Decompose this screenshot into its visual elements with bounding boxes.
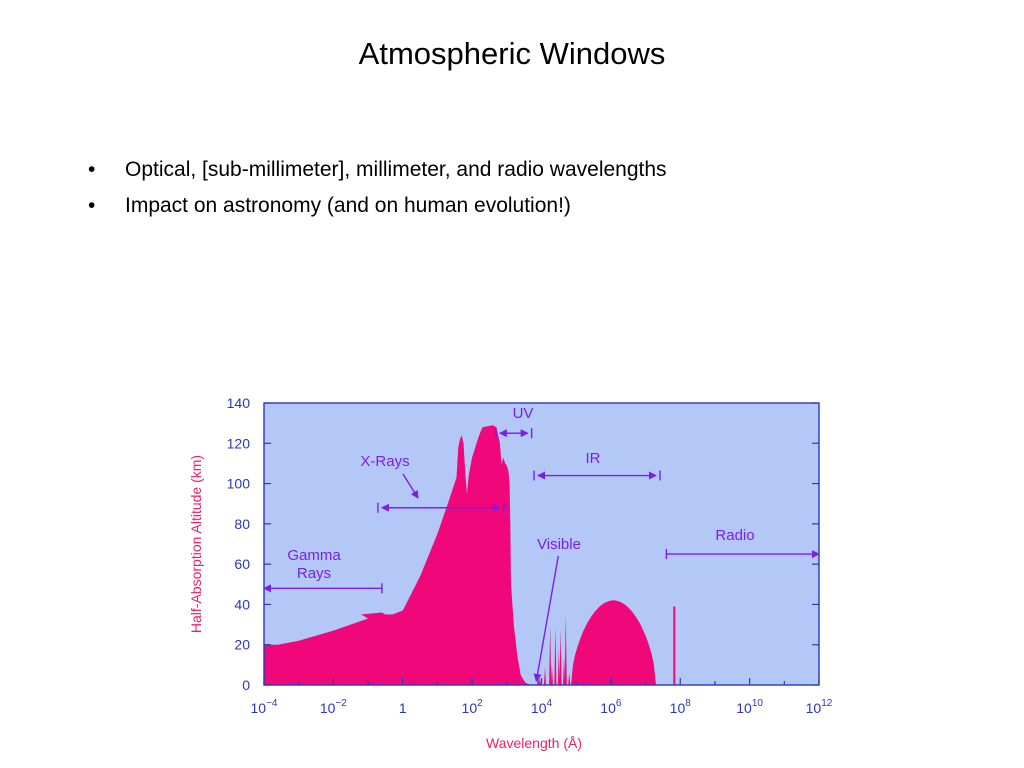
region-label: Visible — [537, 536, 581, 553]
xray-pointer-arrow — [402, 473, 419, 499]
y-axis-label: Half-Absorption Altitude (km) — [188, 455, 204, 633]
ir-absorption-spike — [559, 628, 562, 685]
x-tick-label: 102 — [462, 698, 484, 716]
ir-absorption-spike — [568, 672, 571, 685]
bullet-text: Impact on astronomy (and on human evolut… — [125, 194, 571, 217]
x-tick-label: 108 — [670, 698, 692, 716]
ir-absorption-spike — [557, 648, 560, 685]
bullet-list: • Optical, [sub-millimeter], millimeter,… — [88, 152, 667, 224]
ir-absorption-spike — [538, 676, 541, 685]
y-tick-label: 100 — [227, 476, 251, 492]
x-tick-label: 106 — [600, 698, 622, 716]
region-ir: IR — [533, 450, 661, 481]
y-tick-label: 20 — [234, 637, 250, 653]
plot-background — [264, 403, 819, 685]
y-tick-label: 80 — [234, 516, 250, 532]
radio-absorption-line — [673, 606, 676, 685]
x-tick-label: 1010 — [736, 698, 763, 716]
y-tick-label: 40 — [234, 596, 250, 612]
bullet-item: • Optical, [sub-millimeter], millimeter,… — [88, 152, 667, 188]
ir-absorption-spike — [549, 624, 552, 685]
y-tick-label: 140 — [227, 395, 251, 411]
x-axis-label: Wavelength (Å) — [486, 735, 582, 751]
region-label: X-Rays — [360, 453, 409, 470]
region-radio: Radio — [665, 527, 820, 560]
region-label: IR — [586, 450, 601, 467]
region-x-rays: X-Rays — [360, 453, 505, 513]
y-tick-label: 0 — [242, 677, 250, 693]
region-label: UV — [513, 405, 534, 422]
bullet-item: • Impact on astronomy (and on human evol… — [88, 188, 667, 224]
x-tick-label: 1 — [399, 700, 407, 716]
bullet-dot: • — [88, 194, 96, 217]
region-uv: UV — [495, 405, 534, 439]
x-tick-label: 10−2 — [320, 698, 347, 716]
ir-absorption-spike — [564, 614, 567, 685]
region-label: Radio — [715, 527, 754, 544]
ir-absorption-bump — [570, 600, 656, 685]
ir-absorption-spike — [554, 626, 557, 685]
ir-absorption-spike — [543, 666, 547, 685]
visible-pointer-arrow — [533, 555, 559, 682]
ir-absorption-spike — [536, 668, 540, 685]
region-visible: Visible — [533, 536, 581, 682]
slide-title: Atmospheric Windows — [358, 36, 666, 71]
ir-absorption-spike — [563, 656, 566, 685]
region-label: Rays — [297, 565, 331, 582]
x-tick-label: 104 — [531, 698, 553, 716]
plot-frame — [263, 402, 820, 686]
x-tick-label: 10−4 — [251, 698, 278, 716]
ir-absorption-spike — [550, 664, 553, 685]
absorption-area — [264, 425, 532, 685]
y-tick-label: 60 — [234, 556, 250, 572]
bullet-text: Optical, [sub-millimeter], millimeter, a… — [125, 158, 667, 181]
bullet-dot: • — [88, 158, 96, 181]
region-label: Gamma — [287, 547, 341, 564]
x-tick-label: 1012 — [806, 698, 833, 716]
y-tick-label: 120 — [227, 435, 251, 451]
